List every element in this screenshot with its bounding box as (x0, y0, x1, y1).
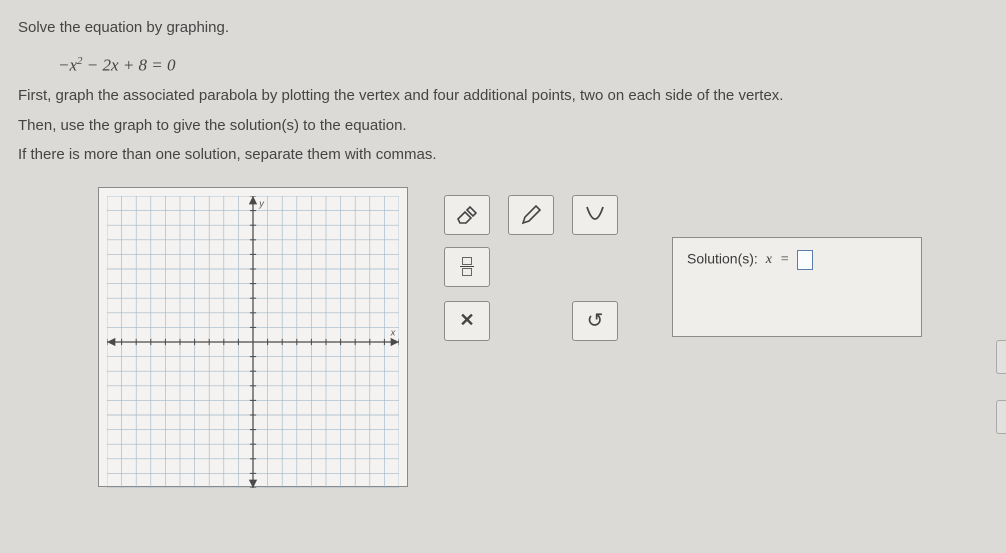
solution-label: Solution(s): (687, 250, 758, 266)
fraction-icon (460, 257, 474, 276)
clear-icon: ✕ (459, 310, 474, 331)
prompt-line-3a: Then, use the graph to give the solution… (18, 116, 988, 136)
solution-var: x (766, 252, 772, 267)
solution-panel: Solution(s): x = (672, 237, 922, 337)
graph-panel[interactable]: x y (98, 187, 408, 487)
tool-palette: ✕ ↺ (444, 195, 636, 353)
problem-statement: Solve the equation by graphing. −x2 − 2x… (18, 18, 988, 165)
solution-input[interactable] (797, 250, 813, 270)
equation: −x2 − 2x + 8 = 0 (18, 48, 988, 87)
y-axis-label: y (258, 198, 265, 208)
undo-button[interactable]: ↺ (572, 301, 618, 341)
clear-button[interactable]: ✕ (444, 301, 490, 341)
side-tab-1[interactable] (996, 340, 1006, 374)
parabola-icon (583, 203, 607, 227)
prompt-line-1: Solve the equation by graphing. (18, 18, 988, 38)
coordinate-grid[interactable]: x y (107, 196, 399, 488)
side-tab-2[interactable] (996, 400, 1006, 434)
prompt-line-3b: If there is more than one solution, sepa… (18, 145, 988, 165)
pencil-icon (519, 203, 543, 227)
parabola-tool[interactable] (572, 195, 618, 235)
solution-equals: = (780, 252, 789, 267)
x-axis-label: x (390, 327, 396, 337)
eraser-tool[interactable] (444, 195, 490, 235)
undo-icon: ↺ (587, 308, 604, 333)
fraction-tool[interactable] (444, 247, 490, 287)
pencil-tool[interactable] (508, 195, 554, 235)
prompt-line-2: First, graph the associated parabola by … (18, 86, 988, 106)
eraser-icon (455, 203, 479, 227)
